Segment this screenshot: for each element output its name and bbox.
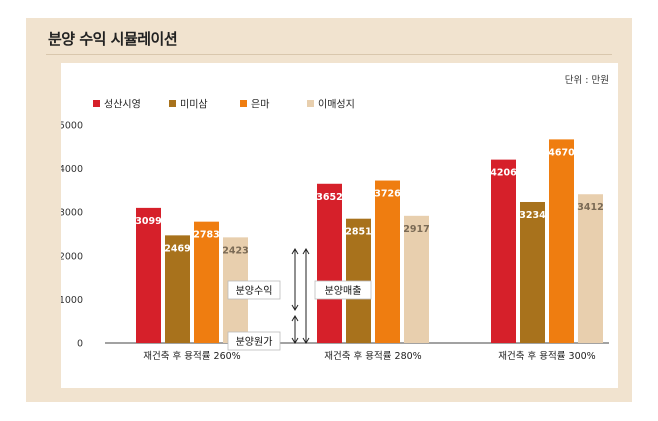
bar-3-2	[520, 201, 545, 343]
data-label: 3652	[316, 192, 342, 203]
legend-swatch-3	[240, 100, 247, 107]
legend-label-1: 성산시영	[104, 99, 141, 111]
bar-2-1	[317, 183, 342, 343]
y-tick-label: 2000	[61, 251, 83, 262]
bar-2-3	[375, 180, 400, 343]
revenue-label-box	[314, 280, 372, 300]
data-label: 4206	[490, 168, 517, 179]
y-tick-label: 3000	[61, 208, 83, 219]
profit-label-box	[227, 280, 281, 300]
bar-2-4	[404, 215, 429, 343]
data-label: 3726	[374, 189, 401, 200]
y-tick-label: 5000	[61, 121, 83, 132]
bar-1-1	[136, 207, 161, 343]
y-tick-label: 1000	[61, 295, 83, 306]
cost-label-text: 분양원가	[236, 336, 273, 348]
profit-arrow-head-bottom	[291, 304, 299, 311]
chart-title: 분양 수익 시뮬레이션	[48, 30, 178, 48]
data-label: 3234	[519, 210, 546, 221]
legend-label-2: 미미삼	[180, 99, 208, 111]
legend-label-4: 이매성지	[318, 99, 355, 111]
bar-3-1	[491, 159, 516, 343]
revenue-arrow-head-top	[302, 248, 310, 255]
legend-swatch-1	[93, 100, 100, 107]
cost-arrow-head-bottom	[291, 337, 299, 344]
bar-1-3	[194, 221, 219, 343]
cost-arrow-head-top	[291, 315, 299, 322]
title-divider	[46, 54, 612, 55]
profit-label-text: 분양수익	[236, 285, 273, 297]
category-label-1: 재건축 후 용적률 260%	[143, 350, 240, 362]
revenue-arrow-head-bottom	[302, 337, 310, 344]
legend-swatch-4	[307, 100, 314, 107]
data-label: 2851	[345, 227, 371, 238]
category-label-2: 재건축 후 용적률 280%	[324, 350, 421, 362]
unit-note: 단위 : 만원	[565, 74, 609, 86]
cost-label-box	[227, 331, 281, 351]
data-label: 2469	[164, 243, 190, 254]
bar-1-2	[165, 235, 190, 343]
legend-label-3: 은마	[251, 99, 269, 111]
data-label: 4670	[548, 147, 575, 158]
data-label: 2917	[403, 224, 429, 235]
bar-3-4	[578, 194, 603, 343]
data-label: 2423	[222, 245, 248, 256]
bar-3-3	[549, 139, 574, 343]
data-label: 3099	[135, 216, 161, 227]
legend-swatch-2	[169, 100, 176, 107]
data-label: 3412	[577, 202, 603, 213]
category-label-3: 재건축 후 용적률 300%	[498, 350, 595, 362]
data-label: 2783	[193, 230, 219, 241]
profit-arrow-head-top	[291, 248, 299, 255]
y-tick-label: 4000	[61, 164, 83, 175]
revenue-label-text: 분양매출	[325, 285, 362, 297]
y-tick-label: 0	[77, 339, 83, 350]
